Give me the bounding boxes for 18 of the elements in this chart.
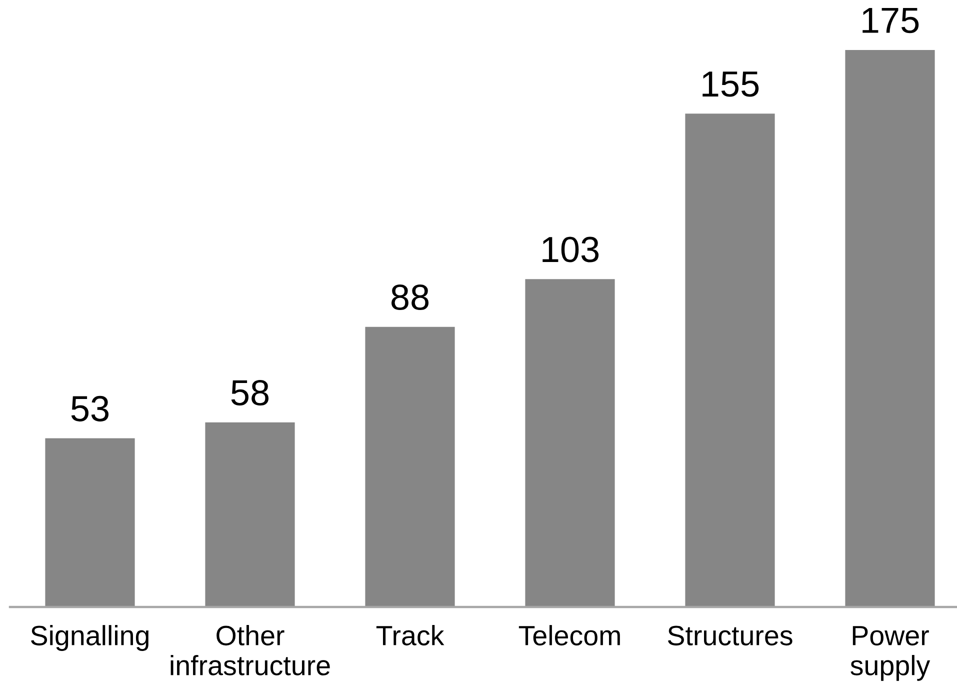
data-label: 155 [702, 72, 759, 97]
x-tick-label: Signalling [31, 625, 148, 651]
x-tick-label: Structures [668, 626, 792, 646]
bar [365, 326, 455, 607]
bar [685, 114, 775, 607]
data-label: 88 [391, 284, 429, 310]
x-tick-label: Track [376, 625, 444, 646]
x-tick-label: Telecom [518, 625, 620, 646]
bar [845, 50, 935, 607]
x-tick-label: Other infrastructure [170, 625, 330, 676]
data-label: 53 [71, 396, 108, 422]
data-label: 175 [862, 8, 919, 34]
x-tick-label: Power supply [850, 626, 930, 681]
data-label: 103 [542, 236, 599, 262]
bar [525, 279, 615, 607]
bar [45, 438, 135, 607]
bar [205, 422, 295, 607]
data-label: 58 [231, 380, 269, 406]
